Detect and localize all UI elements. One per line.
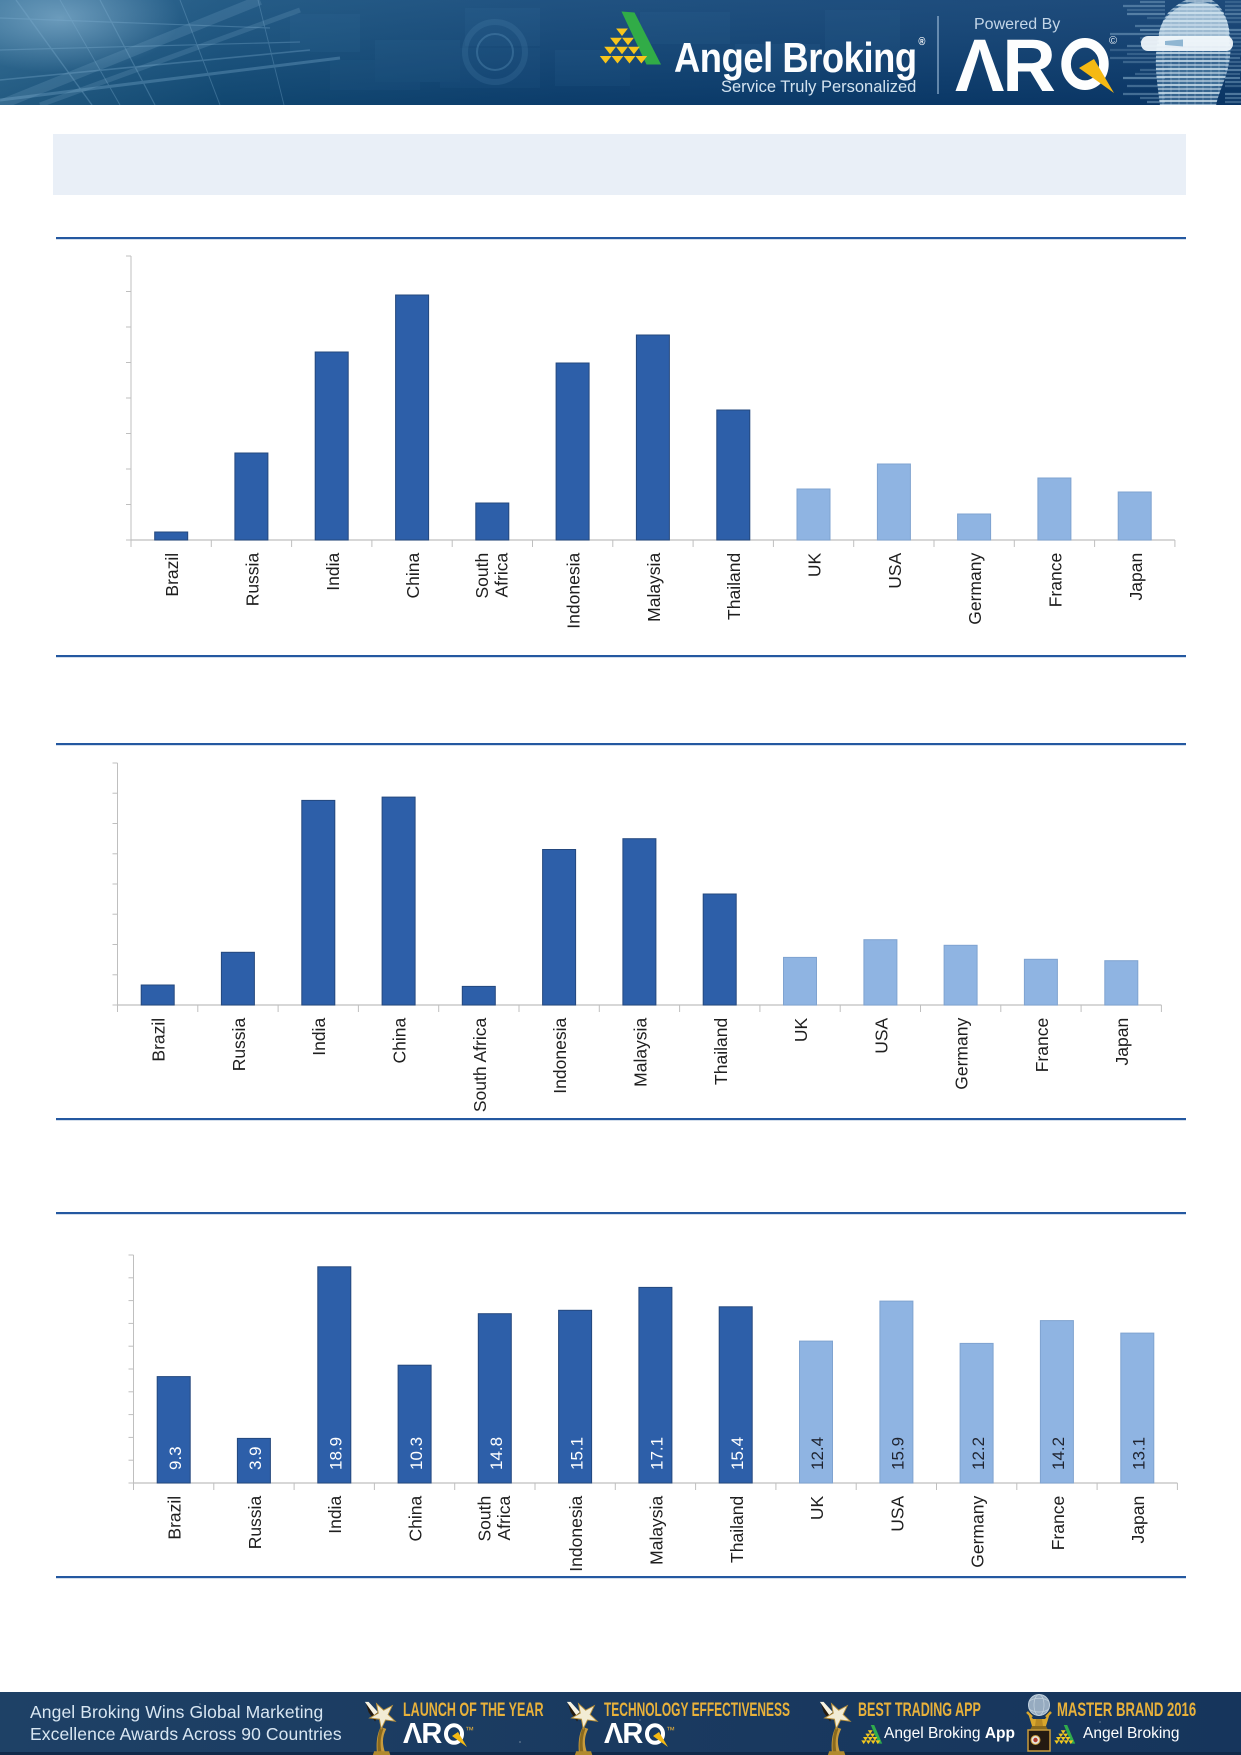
svg-text:9.3: 9.3	[166, 1446, 185, 1470]
svg-text:USA: USA	[887, 1495, 907, 1531]
svg-text:India: India	[325, 1496, 345, 1534]
svg-text:Germany: Germany	[965, 553, 985, 625]
svg-text:Africa: Africa	[494, 1496, 514, 1541]
svg-text:China: China	[406, 1496, 426, 1542]
svg-text:15.4: 15.4	[728, 1437, 747, 1470]
svg-text:France: France	[1045, 553, 1065, 607]
svg-text:Malaysia: Malaysia	[644, 553, 664, 622]
svg-text:South: South	[472, 553, 492, 599]
svg-text:Japan: Japan	[1126, 553, 1146, 601]
svg-text:France: France	[1048, 1496, 1068, 1550]
svg-text:14.8: 14.8	[487, 1437, 506, 1470]
svg-text:Thailand: Thailand	[727, 1496, 747, 1563]
svg-text:Malaysia: Malaysia	[630, 1018, 650, 1087]
svg-text:Russia: Russia	[245, 1496, 265, 1550]
svg-text:Thailand: Thailand	[724, 553, 744, 620]
svg-text:10.3: 10.3	[407, 1437, 426, 1470]
svg-text:India: India	[323, 553, 343, 591]
svg-text:12.2: 12.2	[969, 1437, 988, 1470]
svg-text:USA: USA	[871, 1017, 891, 1053]
svg-text:Brazil: Brazil	[162, 553, 182, 597]
svg-text:3.9: 3.9	[246, 1446, 265, 1470]
svg-text:Thailand: Thailand	[711, 1018, 731, 1085]
svg-text:Brazil: Brazil	[165, 1496, 185, 1540]
svg-text:China: China	[390, 1018, 410, 1064]
svg-text:Indonesia: Indonesia	[566, 1496, 586, 1572]
svg-text:Indonesia: Indonesia	[564, 553, 584, 629]
svg-text:France: France	[1032, 1018, 1052, 1072]
svg-text:UK: UK	[807, 1495, 827, 1520]
svg-text:15.9: 15.9	[889, 1437, 908, 1470]
svg-text:Germany: Germany	[968, 1496, 988, 1568]
svg-text:Malaysia: Malaysia	[646, 1496, 666, 1565]
svg-text:Indonesia: Indonesia	[550, 1018, 570, 1094]
svg-text:12.4: 12.4	[808, 1437, 827, 1470]
svg-text:China: China	[403, 553, 423, 599]
svg-text:South: South	[474, 1496, 494, 1542]
svg-text:13.1: 13.1	[1130, 1437, 1149, 1470]
svg-text:14.2: 14.2	[1049, 1437, 1068, 1470]
svg-text:Brazil: Brazil	[149, 1018, 169, 1062]
svg-text:Africa: Africa	[491, 553, 511, 598]
svg-text:Russia: Russia	[229, 1018, 249, 1072]
svg-text:Russia: Russia	[242, 553, 262, 607]
svg-text:Japan: Japan	[1112, 1018, 1132, 1066]
svg-text:Japan: Japan	[1128, 1496, 1148, 1544]
svg-text:Germany: Germany	[952, 1018, 972, 1090]
svg-text:18.9: 18.9	[326, 1437, 345, 1470]
svg-text:UK: UK	[791, 1017, 811, 1042]
svg-text:UK: UK	[805, 552, 825, 577]
svg-text:USA: USA	[885, 552, 905, 588]
svg-text:South Africa: South Africa	[470, 1018, 490, 1113]
svg-text:15.1: 15.1	[567, 1437, 586, 1470]
svg-text:India: India	[309, 1018, 329, 1056]
svg-text:17.1: 17.1	[648, 1437, 667, 1470]
